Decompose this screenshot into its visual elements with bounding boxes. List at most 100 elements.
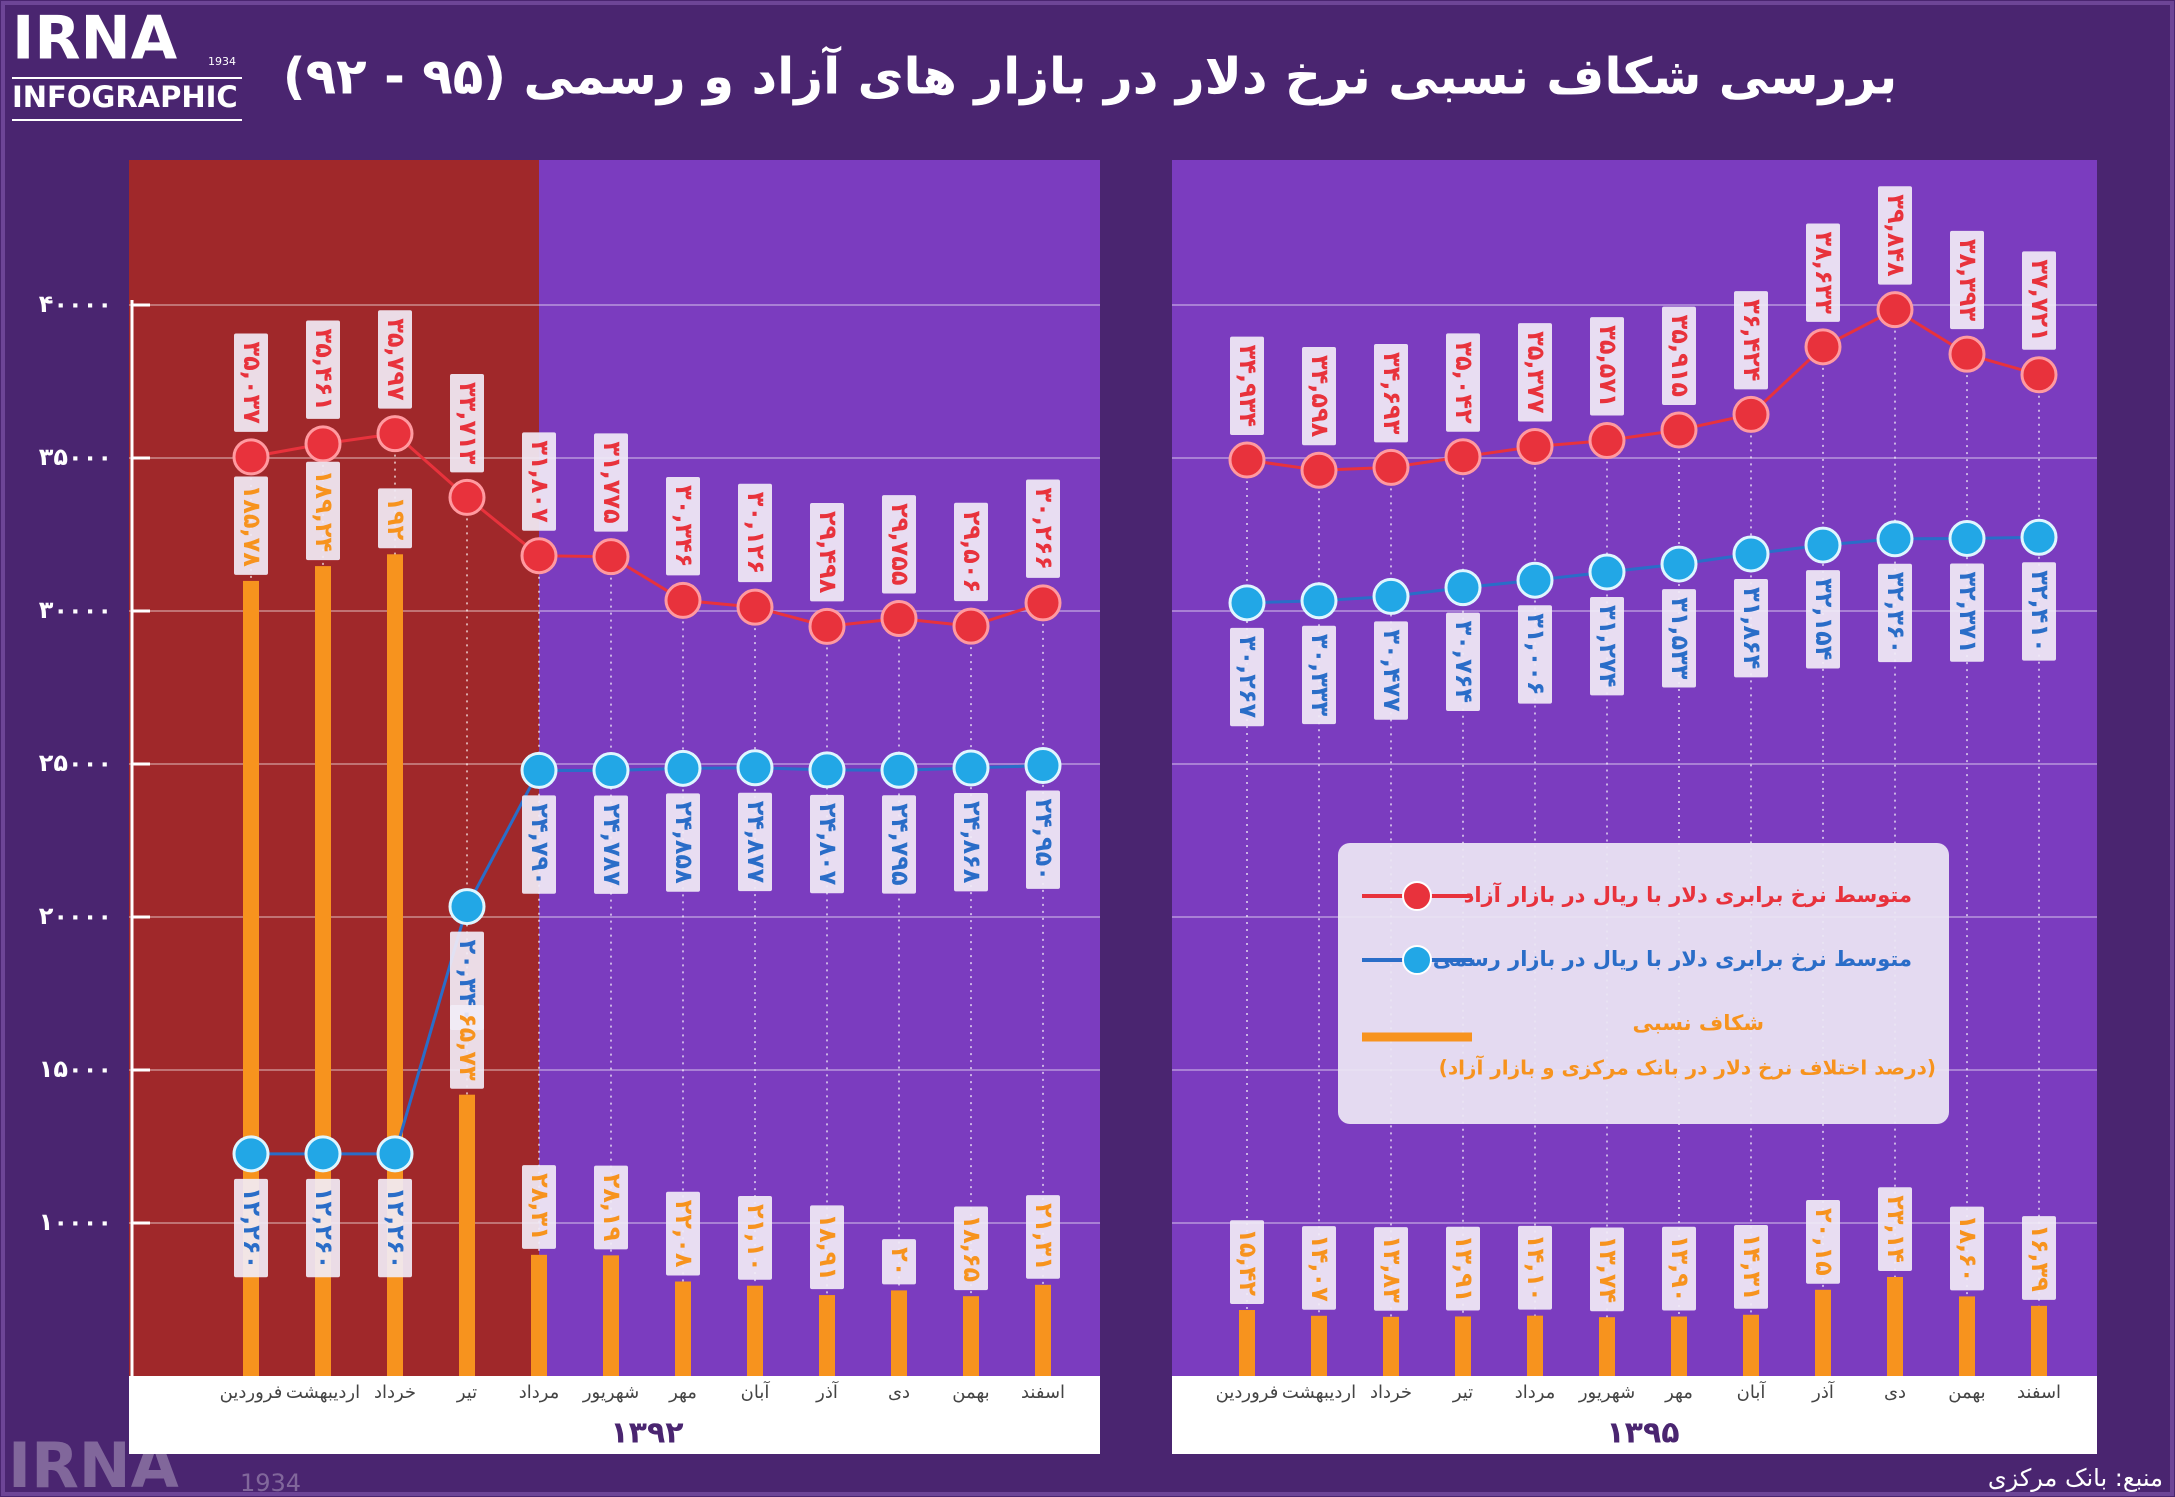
- x-tick-label: آبان: [1737, 1380, 1767, 1403]
- data-label: ۳۲,۴۱۰: [2026, 570, 2054, 652]
- point: [1948, 335, 1986, 373]
- data-label: ۱۴,۰۷: [1306, 1234, 1334, 1302]
- point: [304, 1135, 342, 1173]
- point: [1300, 582, 1338, 620]
- value-label: ۲۹,۵۰۶: [954, 502, 988, 602]
- label-box: [1026, 479, 1060, 578]
- value-label: ۳۵,۰۴۲: [1446, 333, 1480, 432]
- label-box: [594, 795, 628, 894]
- point: [1876, 520, 1914, 558]
- x-tick-label: اسفند: [2017, 1382, 2061, 1403]
- data-label: ۱۳,۹۱: [1450, 1235, 1478, 1303]
- value-label: ۲۴,۸۵۸: [666, 793, 700, 892]
- value-label: ۱۴,۰۷: [1302, 1226, 1336, 1310]
- value-label: ۳۱,۸۶۴: [1734, 578, 1768, 678]
- point: [664, 749, 702, 787]
- value-label: ۲۳,۱۴: [1878, 1187, 1912, 1271]
- point: [736, 588, 774, 626]
- value-label: ۱۴,۱۰: [1518, 1225, 1552, 1310]
- label-box: [1302, 1226, 1336, 1310]
- label-box: [522, 1165, 556, 1249]
- value-label: ۳۷,۷۲۱: [2022, 251, 2056, 350]
- value-label: ۳۵,۳۷۷: [1518, 323, 1552, 422]
- data-label: ۱۴,۳۱: [1738, 1233, 1766, 1301]
- value-label: ۳۱,۲۷۴: [1590, 597, 1624, 696]
- value-label: ۲۱,۳۱: [1026, 1195, 1060, 1279]
- x-axis-label: ۱۳۹۲: [610, 1416, 683, 1451]
- data-label: ۶۵,۷۳: [454, 1013, 482, 1081]
- label-box: [1662, 306, 1696, 406]
- x-tick-label: اردیبهشت: [1282, 1382, 1356, 1403]
- label-box: [1446, 612, 1480, 711]
- value-label: ۱۳,۷۴: [1590, 1227, 1624, 1312]
- point: [1444, 569, 1482, 607]
- value-label: ۲۴,۸۶۸: [954, 793, 988, 892]
- label-box: [594, 433, 628, 532]
- value-label: ۱۳,۸۳: [1374, 1227, 1408, 1311]
- y-tick-label: ۳۵۰۰۰: [39, 443, 112, 471]
- bar: [819, 1295, 835, 1376]
- legend-swatch: [1402, 945, 1432, 975]
- data-label: ۱۸,۶۵: [958, 1214, 986, 1282]
- y-tick-label: ۲۵۰۰۰: [39, 749, 112, 777]
- watermark-year: 1934: [240, 1469, 301, 1497]
- data-label: ۲۴,۷۹۰: [526, 803, 554, 885]
- data-label: ۳۱,۸۶۴: [1738, 587, 1766, 669]
- point: [448, 888, 486, 926]
- point: [736, 749, 774, 787]
- value-label: ۳۰,۴۷۷: [1374, 621, 1408, 720]
- data-label: ۳۴,۶۹۳: [1378, 352, 1406, 435]
- x-tick-label: مرداد: [1515, 1382, 1556, 1403]
- data-label: ۳۰,۴۷۷: [1378, 629, 1406, 712]
- data-label: ۳۱,۸۰۷: [526, 440, 554, 523]
- data-label: ۳۲,۳۷۱: [1954, 571, 1982, 653]
- data-label: ۳۰,۳۴۶: [670, 485, 698, 567]
- label-box: [738, 483, 772, 583]
- point: [1372, 448, 1410, 486]
- label-box: [1878, 186, 1912, 285]
- bar: [1311, 1315, 1327, 1376]
- legend-box: [1338, 843, 1949, 1124]
- point: [1732, 395, 1770, 433]
- bar: [1671, 1316, 1687, 1376]
- point: [1660, 411, 1698, 449]
- label-box: [810, 1205, 844, 1290]
- data-label: ۳۰,۳۳۳: [1306, 634, 1334, 717]
- data-label: ۳۸,۳۹۳: [1954, 239, 1982, 322]
- bar: [603, 1255, 619, 1376]
- data-label: ۱۸,۹۱: [814, 1213, 842, 1281]
- data-label: ۱۲,۲۶۰: [238, 1187, 266, 1269]
- label-box: [306, 320, 340, 419]
- logo-year: 1934: [208, 55, 236, 68]
- data-label: ۳۱,۵۳۳: [1666, 597, 1694, 680]
- y-tick-label: ۳۰۰۰۰: [39, 596, 112, 624]
- data-label: ۲۴,۸۰۷: [814, 803, 842, 886]
- value-label: ۱۴,۳۱: [1734, 1225, 1768, 1309]
- y-tick-label: ۲۰۰۰۰: [39, 902, 112, 930]
- label-box: [234, 333, 268, 432]
- x-tick-label: بهمن: [1948, 1382, 1985, 1403]
- data-label: ۲۳,۱۴: [1882, 1195, 1910, 1263]
- value-label: ۳۵,۴۶۱: [306, 320, 340, 419]
- x-tick-label: آذر: [1811, 1380, 1835, 1403]
- x-tick-label: خرداد: [1370, 1382, 1412, 1403]
- label-box: [1734, 291, 1768, 390]
- logo-sub: INFOGRAPHIC: [12, 80, 238, 114]
- value-label: ۳۰,۷۶۴: [1446, 612, 1480, 711]
- x-tick-label: فروردین: [1216, 1382, 1279, 1403]
- value-label: ۲۲,۰۸: [666, 1191, 700, 1276]
- x-tick-label: مهر: [668, 1382, 697, 1403]
- x-tick-label: فروردین: [220, 1382, 283, 1403]
- point: [1804, 328, 1842, 366]
- x-tick-label: آذر: [815, 1380, 839, 1403]
- value-label: ۳۱,۷۷۵: [594, 433, 628, 532]
- label-box: [522, 432, 556, 531]
- chart-title: بررسی شکاف نسبی نرخ دلار در بازار های آز…: [283, 46, 1897, 107]
- value-label: ۲۹,۷۵۵: [882, 495, 916, 594]
- x-tick-label: دی: [1884, 1382, 1906, 1403]
- value-label: ۳۴,۹۳۴: [1230, 336, 1264, 436]
- point: [808, 607, 846, 645]
- label-box: [1518, 1225, 1552, 1310]
- x-tick-label: اردیبهشت: [286, 1382, 360, 1403]
- label-box: [666, 477, 700, 576]
